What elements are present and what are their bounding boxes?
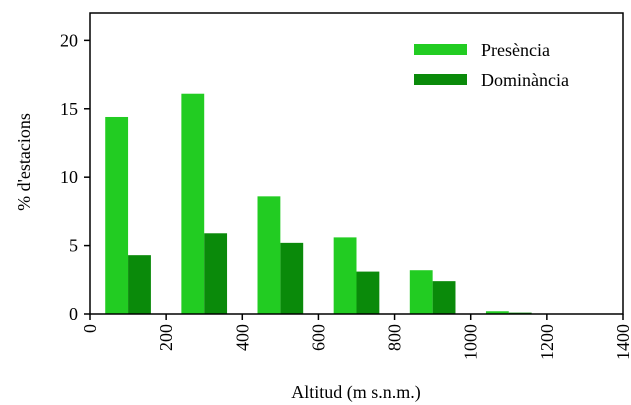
legend: Presència Dominància	[414, 40, 569, 90]
bar-presencia-0	[105, 116, 129, 314]
y-axis-title: % d'estacions	[14, 113, 34, 211]
x-tick-label: 1400	[613, 324, 631, 360]
bar-presencia-1	[181, 93, 205, 314]
y-tick-label: 5	[69, 236, 78, 256]
y-tick-label: 20	[60, 30, 78, 50]
x-tick-label: 400	[232, 324, 252, 351]
x-axis-title: Altitud (m s.n.m.)	[291, 382, 421, 403]
bar-presencia-4	[409, 270, 433, 314]
x-tick-label: 800	[385, 324, 405, 351]
x-tick-label: 1000	[461, 324, 481, 360]
legend-swatch-dominancia	[414, 74, 467, 85]
y-axis: 0 5 10 15 20	[60, 30, 90, 324]
bar-dominancia-2	[280, 242, 304, 314]
bar-dominancia-4	[432, 281, 456, 314]
y-tick-label: 10	[60, 167, 78, 187]
legend-swatch-presencia	[414, 44, 467, 55]
y-tick-label: 0	[69, 304, 78, 324]
bar-dominancia-0	[128, 255, 151, 314]
bar-dominancia-1	[204, 233, 228, 314]
bar-presencia-2	[257, 196, 281, 314]
legend-label-presencia: Presència	[481, 40, 550, 60]
legend-label-dominancia: Dominància	[481, 70, 569, 90]
bar-presencia-3	[333, 237, 357, 314]
x-axis: 0 200 400 600 800 1000 1200 1400	[80, 314, 631, 360]
bar-presencia-5	[485, 311, 509, 314]
x-tick-label: 600	[308, 324, 328, 351]
x-tick-label: 1200	[537, 324, 557, 360]
bars-group	[105, 93, 532, 314]
x-tick-label: 200	[156, 324, 176, 351]
x-tick-label: 0	[80, 324, 100, 333]
bar-dominancia-3	[356, 271, 380, 314]
plot-frame	[89, 12, 624, 315]
y-tick-label: 15	[60, 99, 78, 119]
